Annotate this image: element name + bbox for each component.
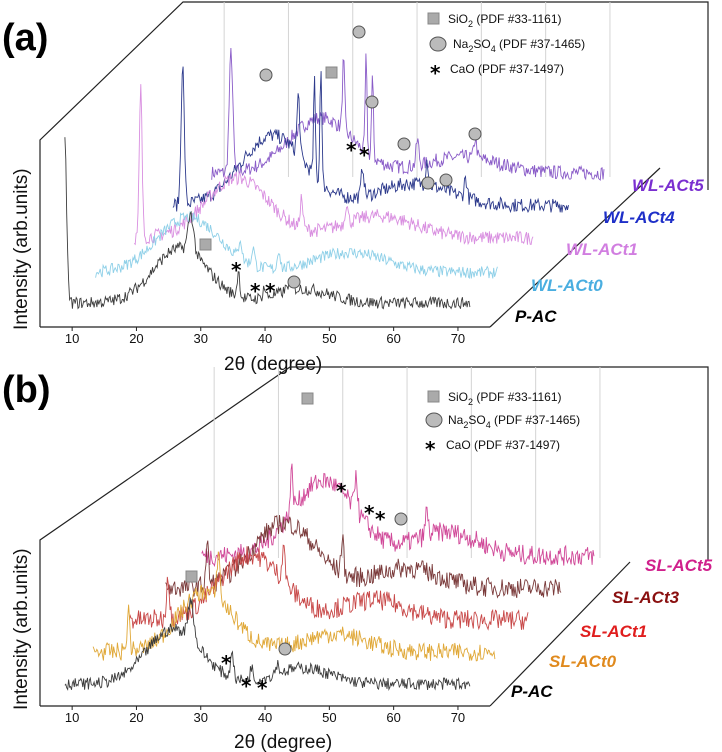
series-line-sl-act1 xyxy=(128,544,529,631)
series-label-wl-act4: WL-ACt4 xyxy=(603,208,675,227)
legend-cao-a: CaO (PDF #37-1497) xyxy=(450,62,564,76)
series-label-sl-act1: SL-ACt1 xyxy=(580,622,647,641)
na2so4-marker xyxy=(394,512,408,526)
cao-marker: * xyxy=(375,507,386,531)
series-curves-b xyxy=(64,463,595,692)
x-tick-label: 70 xyxy=(451,331,465,346)
na2so4-marker xyxy=(352,25,366,39)
legend-na2so4-b: Na2SO4 (PDF #37-1465) xyxy=(448,413,580,430)
cao-marker: * xyxy=(257,676,268,700)
na2so4-marker xyxy=(421,176,435,190)
x-axis-label-a: 2θ (degree) xyxy=(224,354,322,375)
sio2-marker xyxy=(301,392,314,405)
legend-sio2-b: SiO2 (PDF #33-1161) xyxy=(448,390,562,407)
legend-sio2-a: SiO2 (PDF #33-1161) xyxy=(448,12,562,29)
x-tick-label: 50 xyxy=(322,331,336,346)
na2so4-marker xyxy=(365,95,379,109)
cao-marker: * xyxy=(250,279,261,303)
series-label-wl-act0: WL-ACt0 xyxy=(531,276,603,295)
series-curves-a xyxy=(64,47,605,310)
x-tick-label: 30 xyxy=(194,331,208,346)
series-label-sl-act5: SL-ACt5 xyxy=(645,556,713,575)
x-tick-label: 10 xyxy=(65,331,79,346)
cao-marker: * xyxy=(364,501,375,525)
na2so4-marker xyxy=(278,642,292,656)
y-axis-label-b: Intensity (arb.units) xyxy=(11,548,32,710)
x-tick-label: 40 xyxy=(258,710,272,725)
series-label-p-ac-b: P-AC xyxy=(511,682,553,701)
x-ticks-a: 10 20 30 40 50 60 70 xyxy=(65,327,465,346)
legend-b: SiO2 (PDF #33-1161) Na2SO4 (PDF #37-1465… xyxy=(425,390,580,461)
x-tick-label: 60 xyxy=(386,331,400,346)
cao-marker: * xyxy=(265,279,276,303)
series-label-p-ac-a: P-AC xyxy=(515,307,557,326)
sio2-marker xyxy=(199,238,212,251)
legend-square-marker-b xyxy=(427,390,440,403)
cao-marker: * xyxy=(231,258,242,282)
gridlines-b xyxy=(213,367,601,558)
x-tick-label: 70 xyxy=(451,710,465,725)
na2so4-marker xyxy=(439,173,453,187)
na2so4-marker xyxy=(397,137,411,151)
legend-ellipse-marker-b xyxy=(425,412,443,428)
cao-marker: * xyxy=(336,479,347,503)
x-tick-label: 20 xyxy=(129,710,143,725)
x-tick-label: 20 xyxy=(129,331,143,346)
panel-label-b: (b) xyxy=(2,369,51,411)
x-tick-label: 10 xyxy=(65,710,79,725)
peak-markers-a: * * * * * xyxy=(199,25,482,303)
series-line-wl-act4 xyxy=(172,66,569,214)
series-label-sl-act0: SL-ACt0 xyxy=(549,652,617,671)
series-line-wl-act5 xyxy=(211,47,605,181)
legend-cao-b: CaO (PDF #37-1497) xyxy=(446,438,560,452)
panel-b: (b) 10 20 30 40 50 60 70 2θ (degree) Intensity… xyxy=(2,366,713,752)
series-line-p-ac xyxy=(64,597,471,692)
na2so4-marker xyxy=(287,275,301,289)
legend-star-marker-a: * xyxy=(430,61,441,85)
legend-a: SiO2 (PDF #33-1161) Na2SO4 (PDF #37-1465… xyxy=(427,12,585,85)
series-line-wl-act0 xyxy=(95,211,498,279)
x-ticks-b: 10 20 30 40 50 60 70 xyxy=(65,706,465,725)
y-axis-label-a: Intensity (arb.units) xyxy=(11,168,32,330)
x-tick-label: 50 xyxy=(322,710,336,725)
cao-marker: * xyxy=(221,651,232,675)
series-line-wl-act1 xyxy=(133,84,534,246)
legend-square-marker-a xyxy=(427,12,440,25)
legend-star-marker-b: * xyxy=(425,437,436,461)
cao-marker: * xyxy=(346,138,357,162)
series-label-wl-act5: WL-ACt5 xyxy=(632,176,704,195)
na2so4-marker xyxy=(259,68,273,82)
na2so4-marker xyxy=(468,127,482,141)
depth-axis-b xyxy=(489,561,631,707)
series-label-sl-act3: SL-ACt3 xyxy=(612,588,680,607)
box-back-b xyxy=(39,366,709,706)
sio2-marker xyxy=(185,570,198,583)
gridlines-a xyxy=(223,2,611,177)
box-back-a xyxy=(39,1,709,327)
legend-ellipse-marker-a xyxy=(429,36,447,52)
sio2-marker xyxy=(325,66,338,79)
series-label-wl-act1: WL-ACt1 xyxy=(566,240,638,259)
x-axis-label-b: 2θ (degree) xyxy=(234,732,332,752)
series-line-p-ac xyxy=(64,137,471,310)
peak-markers-b: * * * * * * xyxy=(185,392,408,700)
x-tick-label: 40 xyxy=(258,331,272,346)
panel-label-a: (a) xyxy=(2,17,48,59)
depth-axis-a xyxy=(489,167,661,328)
cao-marker: * xyxy=(241,674,252,698)
legend-na2so4-a: Na2SO4 (PDF #37-1465) xyxy=(453,37,585,54)
series-line-sl-act0 xyxy=(92,551,496,662)
x-tick-label: 60 xyxy=(386,710,400,725)
panel-a: (a) 10 20 30 40 50 60 70 2θ (degree) Intensity… xyxy=(2,1,709,375)
x-tick-label: 30 xyxy=(194,710,208,725)
cao-marker: * xyxy=(359,143,370,167)
